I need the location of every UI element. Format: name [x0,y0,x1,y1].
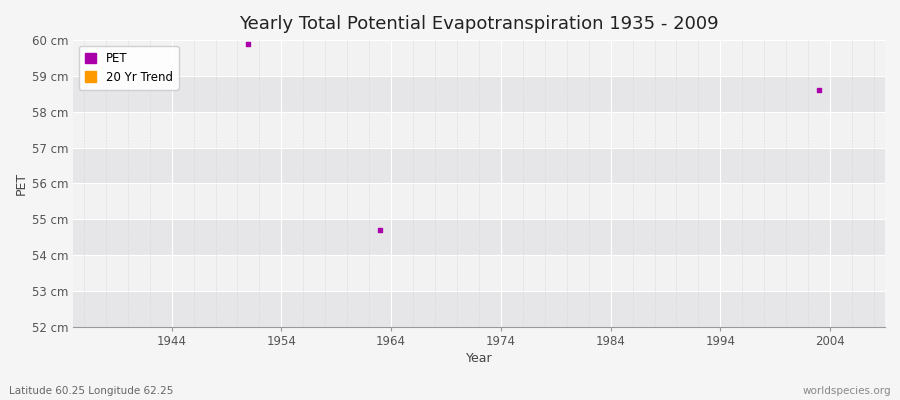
Bar [73,112,885,148]
Bar [73,76,885,112]
Title: Yearly Total Potential Evapotranspiration 1935 - 2009: Yearly Total Potential Evapotranspiratio… [239,15,719,33]
Bar [73,40,885,76]
Text: Latitude 60.25 Longitude 62.25: Latitude 60.25 Longitude 62.25 [9,386,174,396]
Bar [73,148,885,183]
Bar [73,183,885,219]
X-axis label: Year: Year [465,352,492,365]
Text: worldspecies.org: worldspecies.org [803,386,891,396]
Bar [73,255,885,291]
Point [373,227,387,233]
Bar [73,219,885,255]
Bar [73,291,885,326]
Legend: PET, 20 Yr Trend: PET, 20 Yr Trend [78,46,179,90]
Point [241,40,256,47]
Point [812,87,826,94]
Y-axis label: PET: PET [15,172,28,195]
